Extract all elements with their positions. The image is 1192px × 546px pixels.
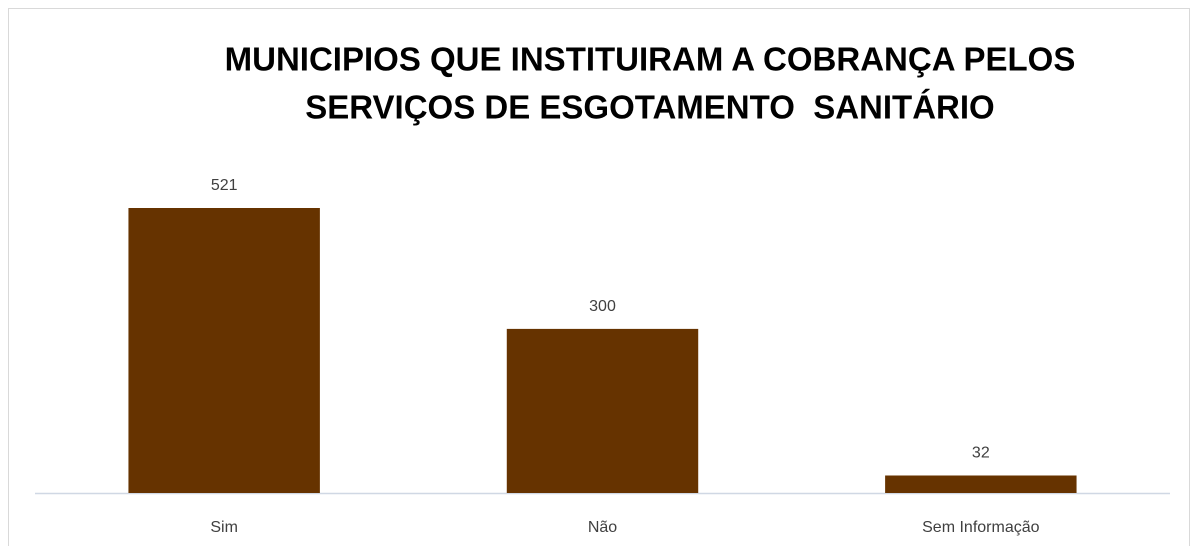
x-tick-label: Sim <box>210 519 238 536</box>
chart-title: MUNICIPIOS QUE INSTITUIRAM A COBRANÇA PE… <box>225 41 1076 78</box>
data-label: 521 <box>211 177 238 194</box>
bar <box>885 475 1077 493</box>
data-label: 300 <box>589 298 616 315</box>
chart-title: SERVIÇOS DE ESGOTAMENTO SANITÁRIO <box>305 89 994 126</box>
x-tick-label: Sem Informação <box>922 519 1039 536</box>
bar <box>128 208 320 493</box>
data-label: 32 <box>972 445 990 462</box>
x-tick-label: Não <box>588 519 617 536</box>
bar <box>506 328 699 493</box>
